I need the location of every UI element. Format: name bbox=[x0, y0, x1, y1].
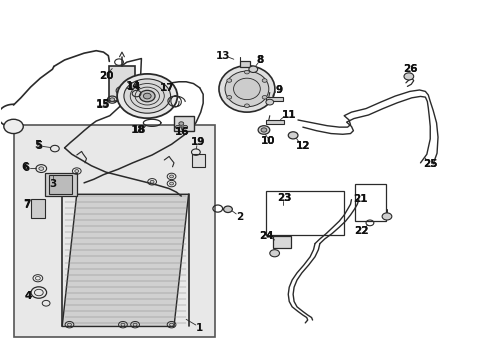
Text: 14: 14 bbox=[126, 82, 141, 92]
Circle shape bbox=[169, 182, 173, 185]
Circle shape bbox=[262, 79, 266, 82]
Bar bbox=[266, 191, 344, 235]
Circle shape bbox=[403, 73, 413, 80]
Text: 20: 20 bbox=[99, 71, 113, 81]
Circle shape bbox=[123, 79, 170, 113]
Bar bbox=[14, 125, 215, 337]
Text: 8: 8 bbox=[256, 55, 263, 65]
Circle shape bbox=[39, 167, 43, 170]
Bar bbox=[239, 61, 250, 67]
Text: 4: 4 bbox=[24, 291, 32, 301]
Bar bbox=[265, 97, 283, 101]
Circle shape bbox=[179, 122, 183, 125]
Bar bbox=[192, 154, 204, 167]
Circle shape bbox=[4, 119, 23, 134]
Bar bbox=[45, 173, 77, 196]
Ellipse shape bbox=[233, 78, 260, 100]
Bar bbox=[355, 184, 385, 221]
Polygon shape bbox=[62, 194, 188, 327]
Circle shape bbox=[121, 323, 124, 326]
Circle shape bbox=[110, 98, 115, 102]
Bar bbox=[30, 199, 45, 217]
Text: 13: 13 bbox=[215, 51, 230, 61]
Text: 4: 4 bbox=[24, 291, 32, 301]
Text: 15: 15 bbox=[96, 99, 110, 109]
Bar bbox=[174, 116, 194, 131]
Text: 11: 11 bbox=[282, 110, 296, 120]
Bar bbox=[272, 237, 290, 248]
Text: 18: 18 bbox=[131, 125, 145, 135]
Text: 25: 25 bbox=[422, 159, 437, 169]
Circle shape bbox=[183, 125, 187, 129]
Circle shape bbox=[287, 132, 297, 139]
Text: 17: 17 bbox=[159, 83, 174, 93]
Text: 14: 14 bbox=[125, 81, 140, 91]
Text: 19: 19 bbox=[191, 137, 205, 147]
Circle shape bbox=[265, 99, 273, 105]
Text: 6: 6 bbox=[21, 162, 28, 172]
Text: 10: 10 bbox=[260, 136, 275, 146]
Ellipse shape bbox=[219, 66, 274, 112]
Circle shape bbox=[262, 95, 266, 99]
Circle shape bbox=[175, 125, 180, 129]
Text: 21: 21 bbox=[352, 194, 366, 203]
Circle shape bbox=[223, 206, 232, 212]
Text: 22: 22 bbox=[353, 226, 367, 236]
Text: 7: 7 bbox=[23, 199, 30, 209]
Bar bbox=[49, 175, 72, 194]
Text: 5: 5 bbox=[34, 140, 41, 150]
Text: 12: 12 bbox=[295, 141, 309, 151]
Circle shape bbox=[117, 74, 177, 118]
Text: 23: 23 bbox=[277, 193, 291, 203]
Circle shape bbox=[143, 93, 151, 99]
Bar bbox=[109, 66, 134, 102]
Text: 18: 18 bbox=[131, 125, 146, 135]
Text: 3: 3 bbox=[50, 179, 57, 189]
Text: 9: 9 bbox=[275, 85, 283, 95]
Circle shape bbox=[169, 175, 173, 178]
Circle shape bbox=[139, 90, 155, 102]
Text: 8: 8 bbox=[256, 55, 263, 65]
Circle shape bbox=[244, 70, 249, 74]
Text: 12: 12 bbox=[295, 141, 309, 151]
Text: 2: 2 bbox=[236, 212, 243, 222]
Circle shape bbox=[381, 213, 391, 220]
Circle shape bbox=[150, 180, 154, 183]
Circle shape bbox=[169, 323, 173, 326]
Text: 16: 16 bbox=[175, 127, 189, 137]
Circle shape bbox=[269, 249, 279, 257]
Text: 24: 24 bbox=[259, 231, 274, 242]
Text: 20: 20 bbox=[99, 71, 113, 81]
Text: 23: 23 bbox=[277, 193, 291, 203]
Ellipse shape bbox=[224, 71, 268, 107]
Text: 10: 10 bbox=[260, 136, 275, 146]
Circle shape bbox=[226, 95, 231, 99]
Text: 19: 19 bbox=[191, 137, 205, 147]
Text: 17: 17 bbox=[159, 83, 174, 93]
Text: 16: 16 bbox=[175, 127, 189, 137]
Text: 9: 9 bbox=[275, 85, 283, 95]
Text: 22: 22 bbox=[353, 226, 367, 236]
Text: 5: 5 bbox=[35, 141, 42, 151]
Text: 26: 26 bbox=[403, 64, 417, 73]
Circle shape bbox=[75, 170, 79, 172]
Circle shape bbox=[244, 104, 249, 108]
Text: 6: 6 bbox=[22, 163, 29, 173]
Circle shape bbox=[133, 323, 137, 326]
Text: 7: 7 bbox=[23, 200, 30, 210]
Text: 21: 21 bbox=[352, 194, 366, 203]
Text: 11: 11 bbox=[282, 110, 296, 120]
Text: 1: 1 bbox=[196, 323, 203, 333]
Circle shape bbox=[258, 126, 269, 134]
Text: 25: 25 bbox=[422, 159, 437, 169]
Circle shape bbox=[248, 66, 257, 72]
Text: 24: 24 bbox=[259, 231, 274, 242]
Circle shape bbox=[261, 128, 266, 132]
Circle shape bbox=[226, 79, 231, 82]
Text: 15: 15 bbox=[96, 100, 110, 110]
Bar bbox=[265, 120, 284, 123]
Circle shape bbox=[67, 323, 71, 326]
Text: 26: 26 bbox=[403, 64, 417, 73]
